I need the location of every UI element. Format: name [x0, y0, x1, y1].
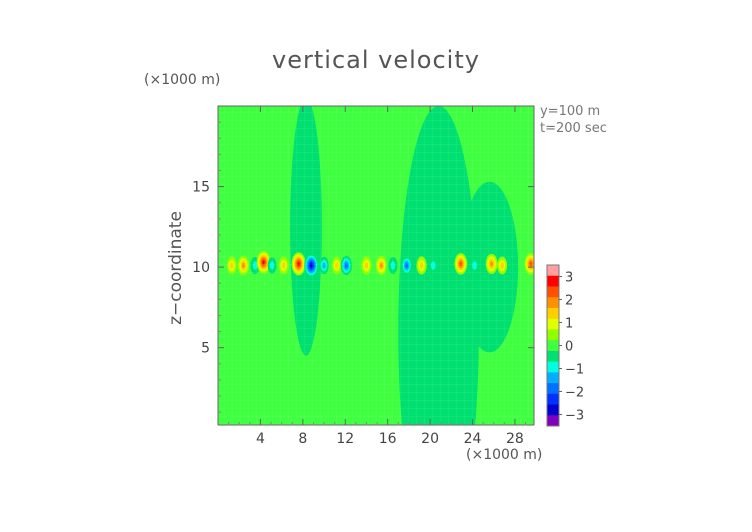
velocity-cell-14	[331, 256, 342, 275]
x-tick-label-0: 4	[256, 431, 265, 447]
colorbar-swatch-7	[547, 340, 559, 352]
velocity-cell-17	[375, 255, 387, 276]
colorbar-swatch-4	[547, 307, 559, 320]
colorbar-swatch-13	[547, 404, 559, 416]
x-tick-label-6: 28	[506, 431, 524, 447]
colorbar-label-4: −1	[565, 363, 584, 378]
velocity-cell-23	[469, 256, 480, 275]
colorbar-swatch-0	[547, 265, 559, 277]
y-tick-label-1: 10	[192, 260, 210, 276]
colorbar-swatch-10	[547, 372, 559, 384]
velocity-cell-5	[226, 256, 237, 275]
colorbar-label-1: 2	[565, 294, 573, 309]
velocity-cell-9	[267, 257, 277, 274]
colorbar-swatch-2	[547, 286, 559, 298]
velocity-cell-12	[304, 253, 319, 278]
velocity-cell-21	[428, 256, 438, 275]
x-axis: 4 8 12 16 20 24 28	[228, 106, 527, 447]
velocity-cell-25	[497, 256, 508, 275]
field-region-0	[290, 106, 322, 356]
colorbar-label-6: −3	[565, 409, 584, 424]
colorbar-swatch-6	[547, 329, 559, 341]
y-tick-label-0: 5	[201, 341, 210, 357]
colorbar-swatch-3	[547, 297, 559, 309]
velocity-cell-18	[388, 257, 398, 274]
colorbar-label-3: 0	[565, 340, 573, 355]
colorbar-swatch-5	[547, 318, 559, 330]
annotation-time: t=200 sec	[540, 121, 607, 136]
x-tick-label-1: 8	[298, 431, 307, 447]
velocity-cell-11	[291, 252, 306, 276]
velocity-cell-24	[485, 253, 498, 275]
colorbar-swatch-11	[547, 383, 559, 395]
velocity-cell-10	[278, 256, 289, 275]
velocity-cell-26	[524, 253, 534, 275]
x-tick-label-2: 12	[336, 431, 354, 447]
x-axis-unit: (×1000 m)	[466, 447, 543, 463]
colorbar-label-5: −2	[565, 386, 584, 401]
velocity-cell-22	[454, 253, 468, 275]
colorbar-swatch-8	[547, 350, 559, 363]
colorbar-swatch-1	[547, 275, 559, 287]
x-tick-label-3: 16	[379, 431, 397, 447]
colorbar-label-0: 3	[565, 271, 573, 286]
colorbar-label-2: 1	[565, 317, 573, 332]
y-tick-label-2: 15	[192, 180, 210, 196]
velocity-cell-6	[237, 255, 250, 276]
velocity-cell-13	[319, 256, 329, 275]
plot-area	[218, 106, 534, 425]
velocity-cell-20	[416, 256, 427, 275]
colorbar-swatch-9	[547, 361, 559, 373]
chart-title: vertical velocity	[272, 46, 480, 74]
velocity-cell-16	[361, 256, 372, 275]
colorbar: 3 2 1 0 −1 −2 −3	[546, 264, 584, 427]
velocity-cell-15	[340, 255, 352, 276]
colorbar-swatch-12	[547, 393, 559, 406]
colorbar-swatch-14	[547, 415, 559, 427]
velocity-cell-19	[401, 255, 413, 276]
x-tick-label-4: 20	[421, 431, 439, 447]
y-axis-unit: (×1000 m)	[144, 72, 221, 88]
annotation-y-position: y=100 m	[540, 104, 601, 119]
x-tick-label-5: 24	[464, 431, 482, 447]
plot-frame	[217, 105, 535, 426]
y-axis: 5 10 15	[192, 121, 534, 413]
